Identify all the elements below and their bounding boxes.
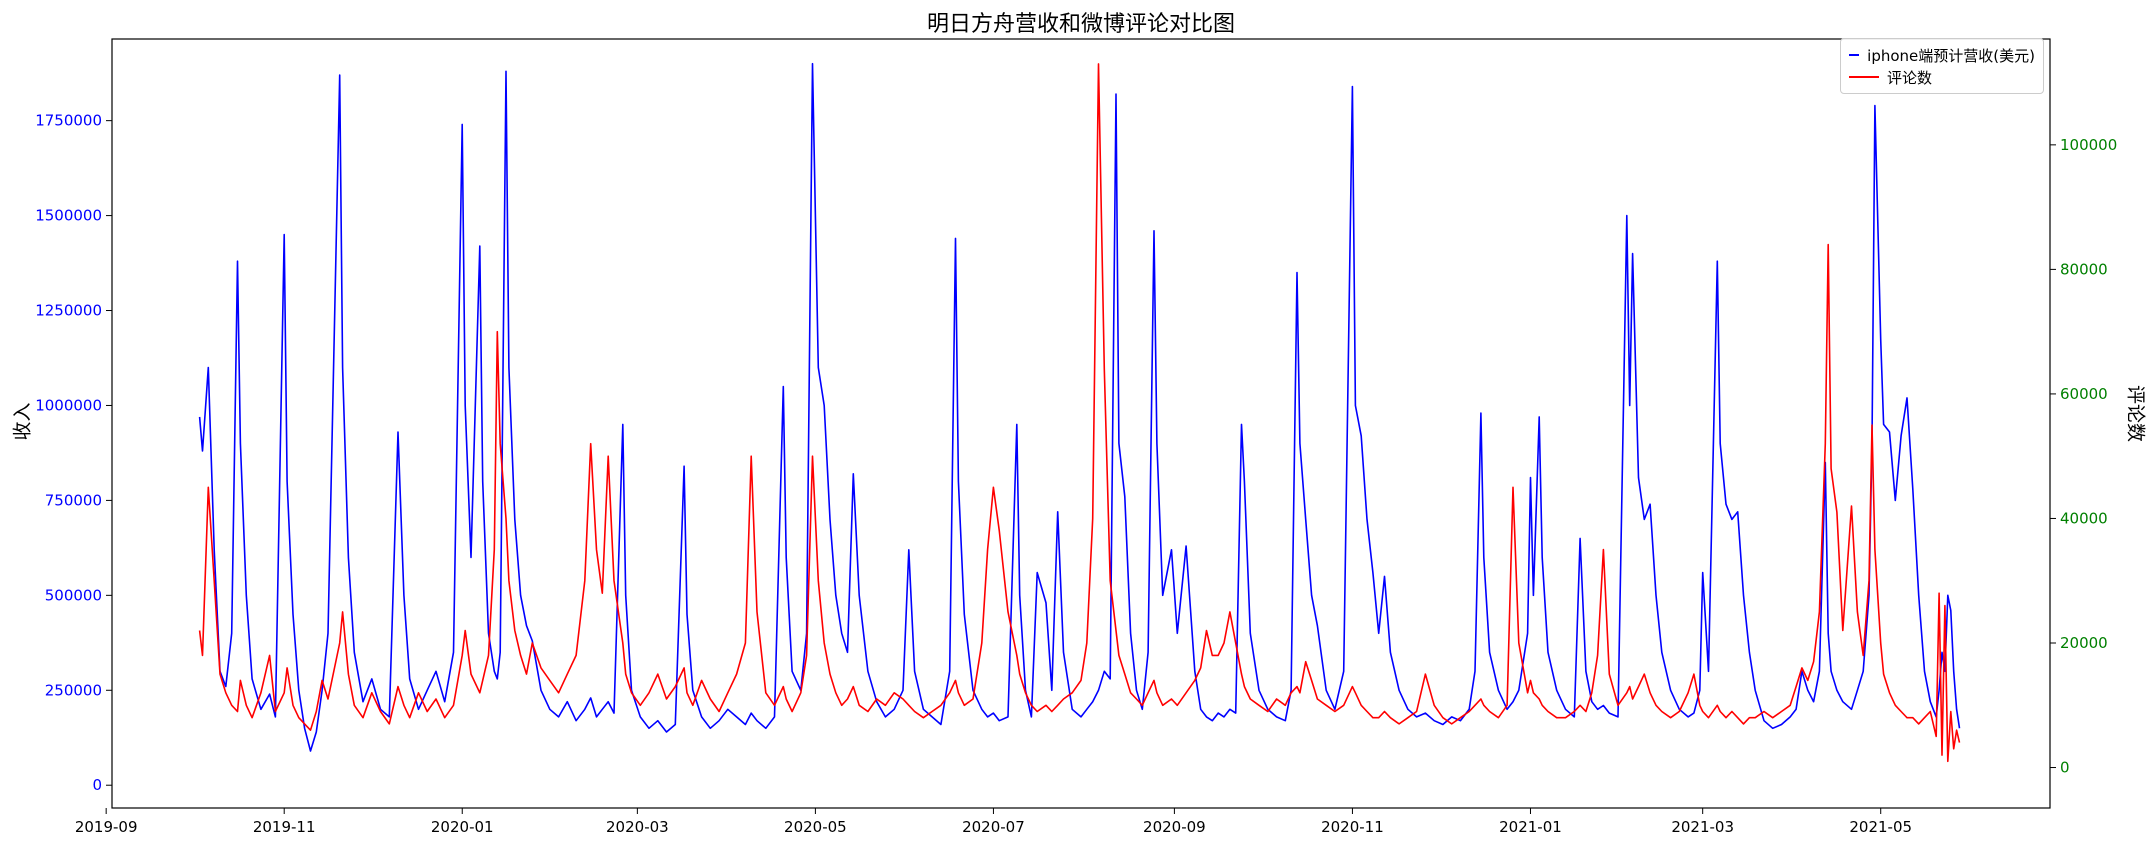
x-tick-label: 2021-03 — [1671, 818, 1734, 836]
left-tick-label: 500000 — [45, 586, 102, 604]
x-tick-label: 2019-11 — [253, 818, 316, 836]
left-tick-label: 0 — [92, 776, 102, 794]
left-tick-label: 250000 — [45, 681, 102, 699]
right-tick-label: 20000 — [2060, 634, 2108, 652]
comments-line-swatch — [1849, 76, 1879, 78]
right-tick-label: 40000 — [2060, 509, 2108, 527]
comments-line — [198, 63, 1961, 763]
x-tick-label: 2020-05 — [784, 818, 847, 836]
right-tick-label: 80000 — [2060, 260, 2108, 278]
legend-item-comments: 评论数 — [1849, 66, 2035, 88]
legend-item-revenue: iphone端预计营收(美元) — [1849, 44, 2035, 66]
left-tick-label: 1500000 — [35, 207, 102, 225]
revenue-line — [198, 62, 1961, 752]
left-tick-label: 1250000 — [35, 302, 102, 320]
legend-label-comments: 评论数 — [1887, 68, 1933, 87]
left-tick-label: 1000000 — [35, 396, 102, 414]
left-tick-label: 750000 — [45, 491, 102, 509]
right-tick-label: 0 — [2060, 759, 2070, 777]
x-tick-label: 2021-05 — [1849, 818, 1912, 836]
x-tick-label: 2019-09 — [75, 818, 138, 836]
revenue-line-swatch — [1849, 54, 1860, 56]
x-tick-label: 2020-07 — [962, 818, 1025, 836]
x-tick-label: 2020-09 — [1143, 818, 1206, 836]
legend-label-revenue: iphone端预计营收(美元) — [1867, 46, 2035, 65]
plot-border — [111, 38, 2051, 809]
x-tick-label: 2020-01 — [431, 818, 494, 836]
x-tick-label: 2020-11 — [1321, 818, 1384, 836]
legend: iphone端预计营收(美元) 评论数 — [1840, 38, 2044, 94]
x-tick-label: 2021-01 — [1499, 818, 1562, 836]
right-tick-label: 60000 — [2060, 385, 2108, 403]
left-tick-label: 1750000 — [35, 112, 102, 130]
right-tick-label: 100000 — [2060, 136, 2117, 154]
chart-title: 明日方舟营收和微博评论对比图 — [926, 12, 1235, 37]
x-tick-label: 2020-03 — [606, 818, 669, 836]
